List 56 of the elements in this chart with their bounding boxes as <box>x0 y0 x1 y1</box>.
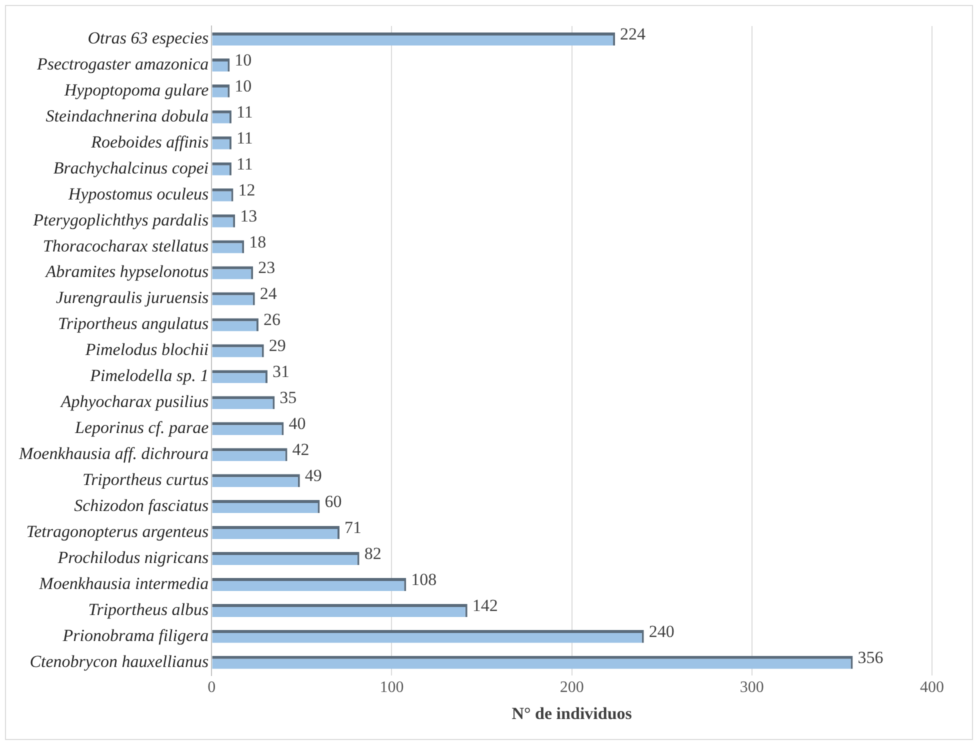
y-tick-label: Steindachnerina dobula <box>46 106 209 126</box>
data-label: 11 <box>236 102 253 122</box>
data-label: 42 <box>292 440 310 460</box>
data-label: 29 <box>268 336 286 356</box>
y-tick-label: Brachychalcinus copei <box>53 158 209 178</box>
y-tick-label: Prochilodus nigricans <box>56 548 210 567</box>
y-tick-label: Psectrogaster amazonica <box>36 54 209 74</box>
data-label: 31 <box>272 362 290 382</box>
y-tick-label: Pimelodella sp. 1 <box>89 366 209 386</box>
data-label: 10 <box>234 50 252 70</box>
data-label: 12 <box>238 180 256 200</box>
y-tick-label: Jurengraulis juruensis <box>56 288 210 308</box>
data-label: 18 <box>249 232 266 252</box>
y-tick-label: Triportheus angulatus <box>58 314 210 334</box>
data-label: 11 <box>236 154 253 174</box>
data-label: 240 <box>648 622 674 641</box>
y-tick-label: Abramites hypselonotus <box>44 262 210 282</box>
x-tick-label: 400 <box>920 679 944 696</box>
data-label: 11 <box>236 128 253 148</box>
data-label: 40 <box>288 414 306 434</box>
data-label: 224 <box>620 24 646 44</box>
y-tick-label: Pterygoplichthys pardalis <box>32 210 210 230</box>
y-tick-label: Roeboides affinis <box>90 132 210 152</box>
y-tick-label: Otras 63 especies <box>88 28 210 48</box>
y-tick-label: Aphyocharax pusilius <box>60 392 210 412</box>
y-tick-label: Triportheus albus <box>88 600 210 619</box>
data-label: 108 <box>411 570 437 589</box>
data-label: 13 <box>240 206 258 226</box>
data-label: 82 <box>364 544 382 563</box>
y-tick-label: Leporinus cf. parae <box>74 418 210 438</box>
y-tick-label: Tetragonopterus argenteus <box>26 522 210 541</box>
data-label: 60 <box>324 492 342 512</box>
y-tick-label: Moenkhausia aff. dichroura <box>18 444 209 464</box>
x-tick-label: 0 <box>208 679 216 696</box>
x-tick-label: 200 <box>560 679 584 696</box>
y-tick-label: Schizodon fasciatus <box>74 496 210 516</box>
y-tick-label: Hypoptopoma gulare <box>63 80 210 100</box>
y-tick-label: Ctenobrycon hauxellianus <box>30 652 210 671</box>
data-label: 24 <box>260 284 278 304</box>
x-tick-label: 100 <box>380 679 404 696</box>
y-tick-label: Pimelodus blochii <box>84 340 209 360</box>
data-label: 26 <box>263 310 280 330</box>
y-tick-label: Hypostomus oculeus <box>67 184 210 204</box>
y-tick-label: Prionobrama filigera <box>62 626 209 645</box>
data-label: 10 <box>234 76 252 96</box>
data-label: 356 <box>858 648 884 667</box>
data-label: 23 <box>258 258 276 278</box>
y-tick-label: Triportheus curtus <box>82 470 210 490</box>
x-tick-label: 300 <box>740 679 764 696</box>
x-axis-title: N° de individuos <box>512 704 632 724</box>
data-label: 49 <box>304 466 322 486</box>
y-tick-label: Thoracocharax stellatus <box>42 236 210 256</box>
data-label: 142 <box>472 596 498 615</box>
data-label: 71 <box>344 518 362 537</box>
data-label: 35 <box>280 388 297 408</box>
y-tick-label: Moenkhausia intermedia <box>38 574 209 593</box>
